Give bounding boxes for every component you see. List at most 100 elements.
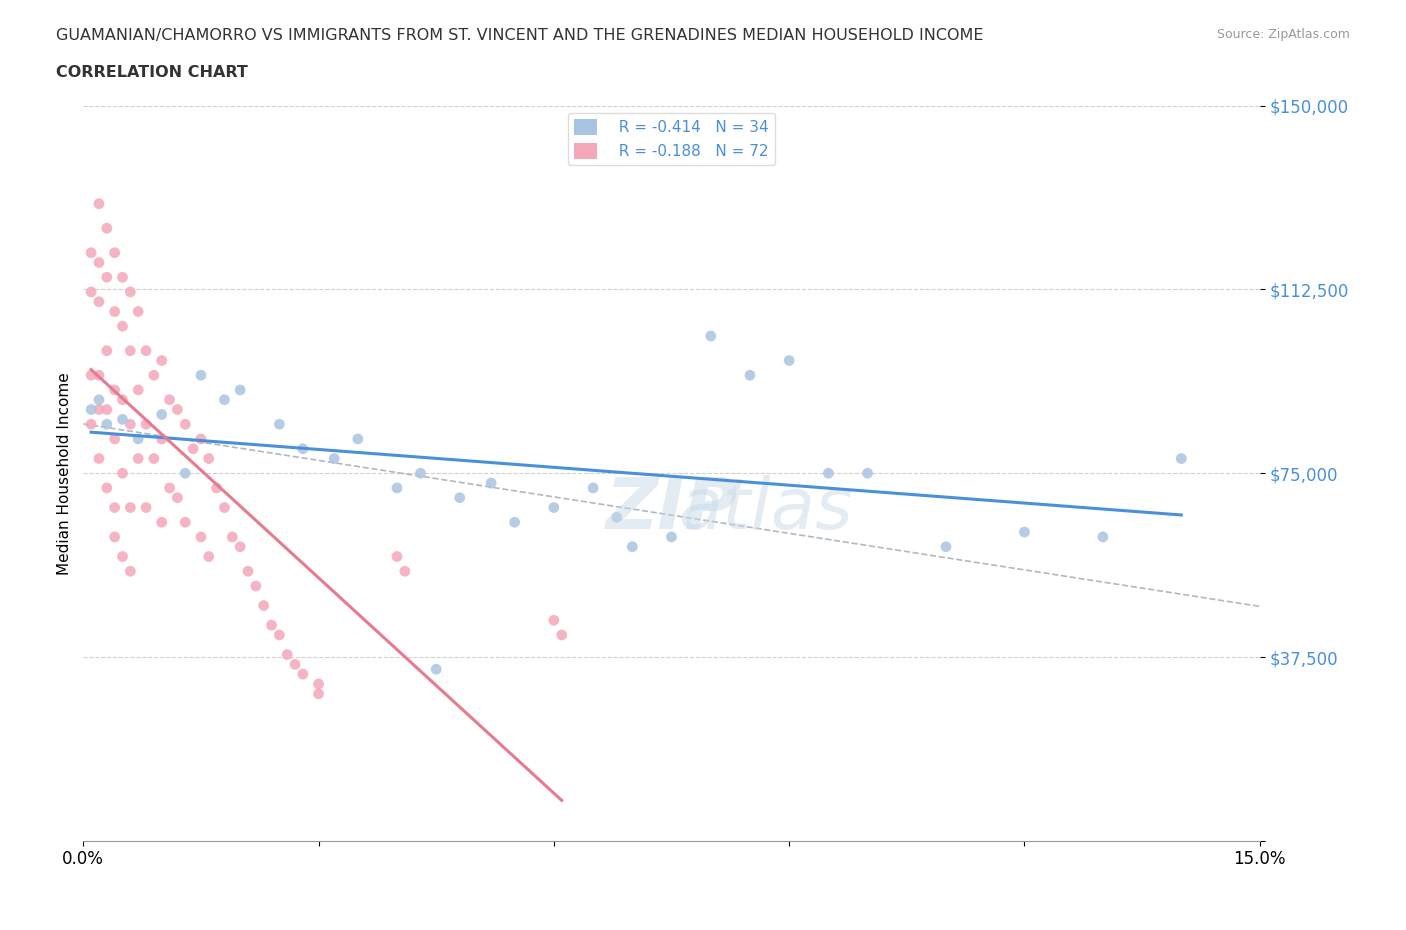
- Point: [214, 392, 236, 407]
- Point: [197, 549, 219, 564]
- Point: [276, 647, 298, 662]
- Point: [269, 417, 291, 432]
- Point: [409, 466, 432, 481]
- Point: [111, 466, 134, 481]
- Point: [135, 500, 157, 515]
- Point: [1014, 525, 1036, 539]
- Point: [80, 246, 103, 260]
- Point: [111, 270, 134, 285]
- Point: [87, 196, 110, 211]
- Point: [104, 529, 127, 544]
- Point: [606, 510, 628, 525]
- Point: [197, 451, 219, 466]
- Point: [190, 367, 212, 382]
- Point: [778, 353, 800, 368]
- Point: [551, 628, 574, 643]
- Point: [205, 481, 228, 496]
- Point: [127, 451, 149, 466]
- Point: [150, 353, 173, 368]
- Point: [135, 417, 157, 432]
- Point: [738, 367, 761, 382]
- Point: [96, 402, 118, 417]
- Point: [96, 343, 118, 358]
- Text: atlas: atlas: [678, 475, 853, 544]
- Point: [150, 515, 173, 530]
- Point: [127, 304, 149, 319]
- Point: [308, 676, 330, 691]
- Point: [159, 392, 181, 407]
- Point: [284, 657, 307, 671]
- Y-axis label: Median Household Income: Median Household Income: [58, 372, 72, 575]
- Point: [159, 481, 181, 496]
- Point: [80, 402, 103, 417]
- Point: [120, 285, 142, 299]
- Point: [190, 529, 212, 544]
- Point: [385, 549, 408, 564]
- Point: [142, 367, 165, 382]
- Point: [394, 564, 416, 578]
- Point: [96, 417, 118, 432]
- Text: CORRELATION CHART: CORRELATION CHART: [56, 65, 247, 80]
- Point: [135, 343, 157, 358]
- Point: [120, 417, 142, 432]
- Point: [104, 432, 127, 446]
- Point: [120, 500, 142, 515]
- Point: [142, 451, 165, 466]
- Point: [245, 578, 267, 593]
- Point: [87, 367, 110, 382]
- Point: [269, 628, 291, 643]
- Legend:   R = -0.414   N = 34,   R = -0.188   N = 72: R = -0.414 N = 34, R = -0.188 N = 72: [568, 113, 775, 166]
- Point: [120, 343, 142, 358]
- Point: [87, 294, 110, 309]
- Point: [111, 549, 134, 564]
- Point: [87, 451, 110, 466]
- Point: [582, 481, 605, 496]
- Point: [111, 319, 134, 334]
- Point: [80, 73, 103, 88]
- Point: [190, 432, 212, 446]
- Point: [127, 432, 149, 446]
- Point: [96, 220, 118, 235]
- Point: [385, 481, 408, 496]
- Point: [80, 285, 103, 299]
- Point: [1091, 529, 1114, 544]
- Point: [543, 500, 565, 515]
- Point: [104, 246, 127, 260]
- Point: [661, 529, 683, 544]
- Point: [291, 442, 314, 457]
- Point: [80, 367, 103, 382]
- Point: [80, 417, 103, 432]
- Point: [96, 270, 118, 285]
- Point: [935, 539, 957, 554]
- Point: [174, 417, 197, 432]
- Point: [323, 451, 346, 466]
- Point: [174, 515, 197, 530]
- Point: [449, 490, 471, 505]
- Point: [221, 529, 243, 544]
- Point: [1170, 451, 1192, 466]
- Point: [166, 490, 188, 505]
- Point: [346, 432, 368, 446]
- Text: ZIP: ZIP: [606, 475, 738, 544]
- Point: [87, 255, 110, 270]
- Point: [856, 466, 879, 481]
- Text: Source: ZipAtlas.com: Source: ZipAtlas.com: [1216, 28, 1350, 41]
- Point: [543, 613, 565, 628]
- Point: [150, 432, 173, 446]
- Point: [104, 304, 127, 319]
- Point: [174, 466, 197, 481]
- Point: [127, 382, 149, 397]
- Point: [87, 392, 110, 407]
- Point: [150, 407, 173, 422]
- Point: [120, 564, 142, 578]
- Point: [229, 382, 252, 397]
- Point: [96, 481, 118, 496]
- Point: [291, 667, 314, 682]
- Point: [111, 412, 134, 427]
- Point: [308, 686, 330, 701]
- Text: GUAMANIAN/CHAMORRO VS IMMIGRANTS FROM ST. VINCENT AND THE GRENADINES MEDIAN HOUS: GUAMANIAN/CHAMORRO VS IMMIGRANTS FROM ST…: [56, 28, 984, 43]
- Point: [236, 564, 259, 578]
- Point: [699, 328, 721, 343]
- Point: [503, 515, 526, 530]
- Point: [817, 466, 839, 481]
